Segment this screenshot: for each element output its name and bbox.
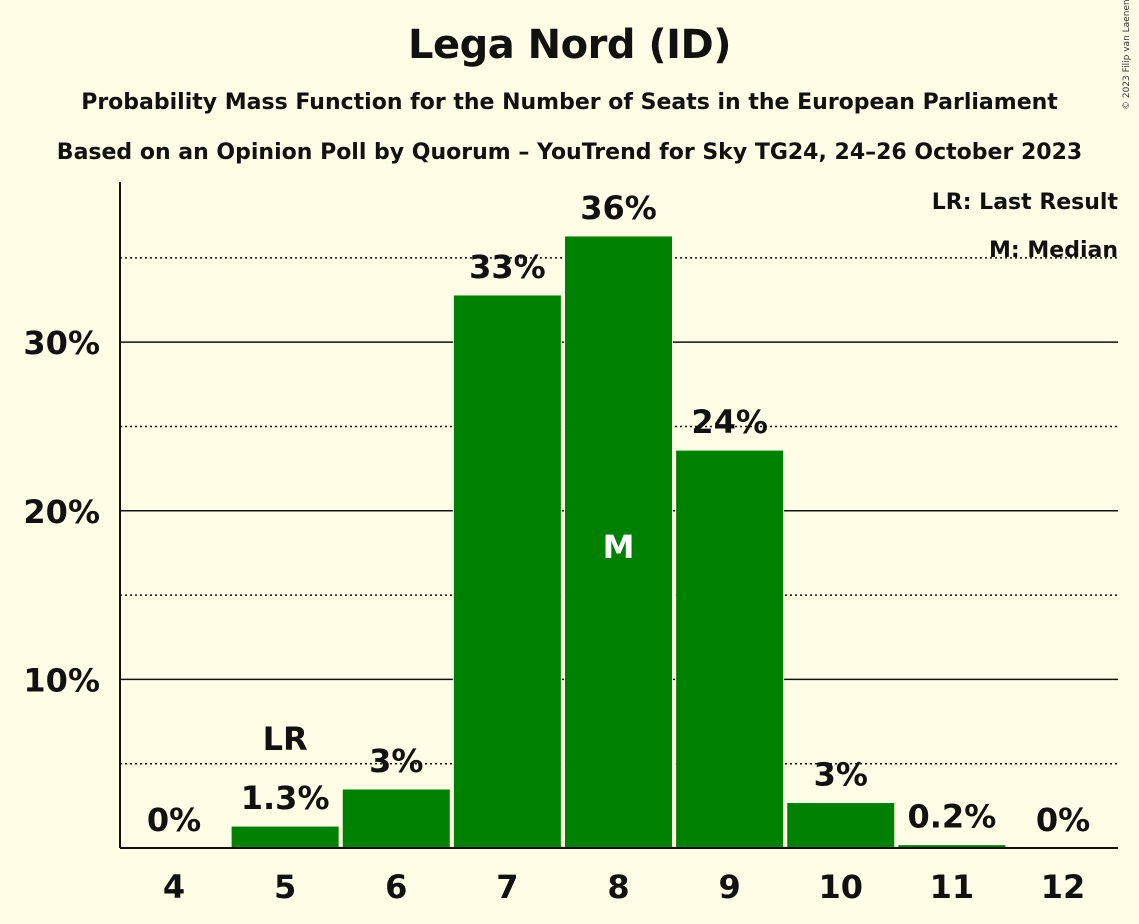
label-layer: 0% 1.3% LR 3% 33% 36% M 24% 3% 0.2% 0% [147, 189, 1090, 839]
legend-median: M: Median [989, 238, 1118, 263]
x-tick-label: 11 [930, 868, 975, 906]
median-marker: M [603, 528, 635, 566]
x-tick-label: 4 [163, 868, 185, 906]
legend-last-result: LR: Last Result [932, 190, 1119, 215]
y-tick-label: 10% [23, 661, 100, 699]
x-tick-label: 5 [274, 868, 296, 906]
bar-layer [230, 235, 1007, 849]
x-tick-label: 7 [496, 868, 518, 906]
x-tick-label: 6 [385, 868, 407, 906]
data-label: 3% [369, 742, 423, 780]
data-label: 1.3% [241, 779, 330, 817]
data-label: 33% [469, 248, 546, 286]
bar-seats-5 [230, 825, 340, 849]
x-tick-label: 10 [818, 868, 863, 906]
data-label: 0.2% [908, 798, 997, 836]
chart-subtitle: Probability Mass Function for the Number… [81, 90, 1058, 115]
bar-seats-9 [675, 449, 785, 849]
y-tick-label: 30% [23, 324, 100, 362]
y-tick-label: 20% [23, 493, 100, 531]
chart-title: Lega Nord (ID) [407, 22, 732, 68]
chart-source-subtitle: Based on an Opinion Poll by Quorum – You… [56, 140, 1083, 165]
axis-layer: 10% 20% 30% 4 5 6 7 8 9 10 11 12 [23, 182, 1118, 906]
bar-seats-6 [341, 788, 451, 849]
x-tick-label: 12 [1041, 868, 1086, 906]
x-tick-label: 8 [607, 868, 629, 906]
bar-seats-7 [452, 294, 562, 849]
bar-seats-10 [786, 801, 896, 849]
data-label: 0% [1036, 801, 1090, 839]
data-label: 3% [814, 755, 868, 793]
data-label: 24% [691, 403, 768, 441]
data-label: 0% [147, 801, 201, 839]
last-result-marker: LR [263, 720, 308, 758]
data-label: 36% [580, 189, 657, 227]
x-tick-label: 9 [718, 868, 740, 906]
